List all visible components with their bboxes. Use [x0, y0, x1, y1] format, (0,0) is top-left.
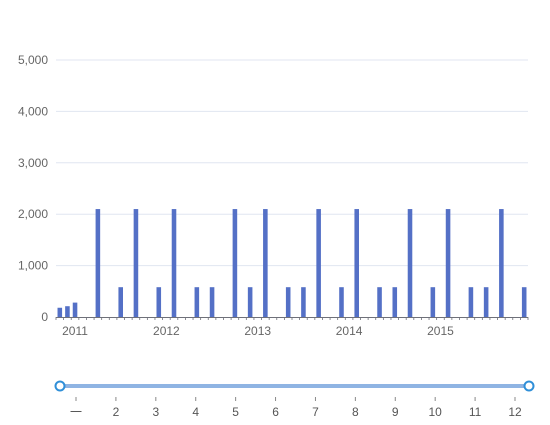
bar: [263, 209, 268, 317]
slider-end-handle[interactable]: [523, 380, 535, 392]
bar: [339, 287, 344, 317]
x-tick-label: 2014: [336, 324, 363, 338]
bar: [521, 287, 527, 317]
y-tick-label: 1,000: [18, 259, 48, 273]
bar: [194, 287, 200, 317]
bar: [285, 287, 291, 317]
bar: [171, 209, 177, 317]
x-tick-label: 2011: [62, 324, 88, 338]
bar: [392, 287, 398, 317]
bar: [95, 209, 101, 317]
bar: [118, 287, 123, 317]
x-tick-label: 2012: [153, 324, 180, 338]
bar: [232, 209, 238, 317]
y-tick-label: 4,000: [18, 104, 48, 118]
bar: [377, 287, 382, 317]
y-tick-label: 2,000: [18, 207, 48, 221]
slider-tick-label: 10: [429, 405, 443, 419]
slider-tick-label: 6: [272, 405, 279, 419]
bar: [445, 209, 451, 317]
slider-tick-label: 8: [352, 405, 359, 419]
bar: [72, 302, 78, 317]
bar: [430, 287, 436, 317]
bar: [316, 209, 321, 317]
slider-tick-label: 一: [70, 405, 82, 419]
bar: [156, 287, 162, 317]
x-tick-label: 2013: [244, 324, 271, 338]
bar: [301, 287, 306, 317]
grid-lines: [56, 59, 528, 267]
data-zoom-slider[interactable]: 一 2 3 4 5 6 7 8 9 10 11 12: [54, 380, 535, 420]
slider-tick-label: 2: [113, 405, 120, 419]
x-axis-ticks: 2011 2012 2013 2014 2015: [62, 324, 454, 338]
bar: [499, 209, 504, 317]
y-tick-label: 3,000: [18, 156, 48, 170]
slider-tick-label: 3: [152, 405, 159, 419]
bar: [354, 209, 359, 317]
slider-tick-label: 4: [192, 405, 199, 419]
slider-tick-label: 5: [232, 405, 239, 419]
slider-tick-label: 12: [508, 405, 522, 419]
y-tick-label: 5,000: [18, 53, 48, 67]
y-tick-label: 0: [41, 310, 48, 324]
bar: [247, 287, 253, 317]
x-tick-label: 2015: [427, 324, 454, 338]
slider-tick-label: 11: [469, 405, 482, 419]
bar: [133, 209, 139, 317]
x-axis: [55, 317, 529, 320]
slider-tick-label: 9: [392, 405, 399, 419]
y-axis-ticks: 0 1,000 2,000 3,000 4,000 5,000: [18, 53, 48, 324]
bars: [57, 209, 527, 317]
slider-tick-label: 7: [312, 405, 319, 419]
bar: [65, 306, 70, 317]
slider-start-handle[interactable]: [54, 380, 66, 392]
bar: [209, 287, 215, 317]
bar: [468, 287, 474, 317]
bar: [57, 307, 63, 317]
bar: [483, 287, 489, 317]
bar: [407, 209, 413, 317]
